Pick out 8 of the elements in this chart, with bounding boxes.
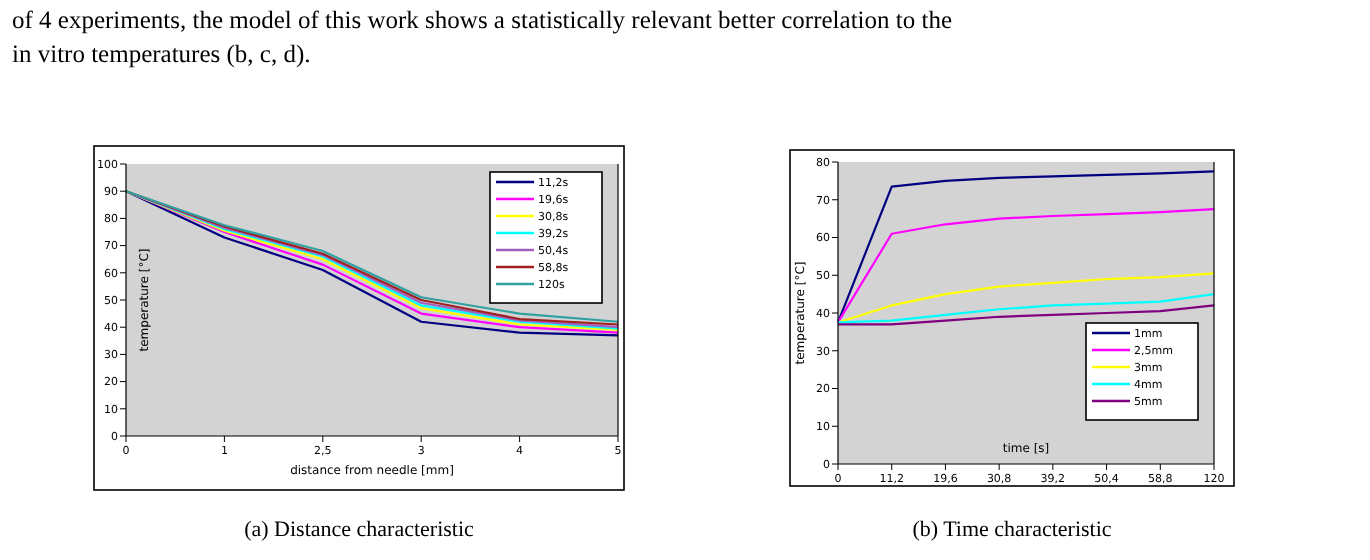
text: (a) Distance characteristic: [244, 518, 475, 542]
line-series: [836, 293, 1216, 324]
text: of 4 experiments, the model of this work shows a statistically relevant better correlation to the in vitro temperatures (b, c, d).: [12, 6, 953, 68]
line-series: [836, 304, 1216, 326]
text: (b) Time characteristic: [912, 518, 1112, 542]
line-series: [836, 272, 1216, 324]
line-series: [836, 208, 1216, 324]
line-series: [836, 170, 1216, 324]
